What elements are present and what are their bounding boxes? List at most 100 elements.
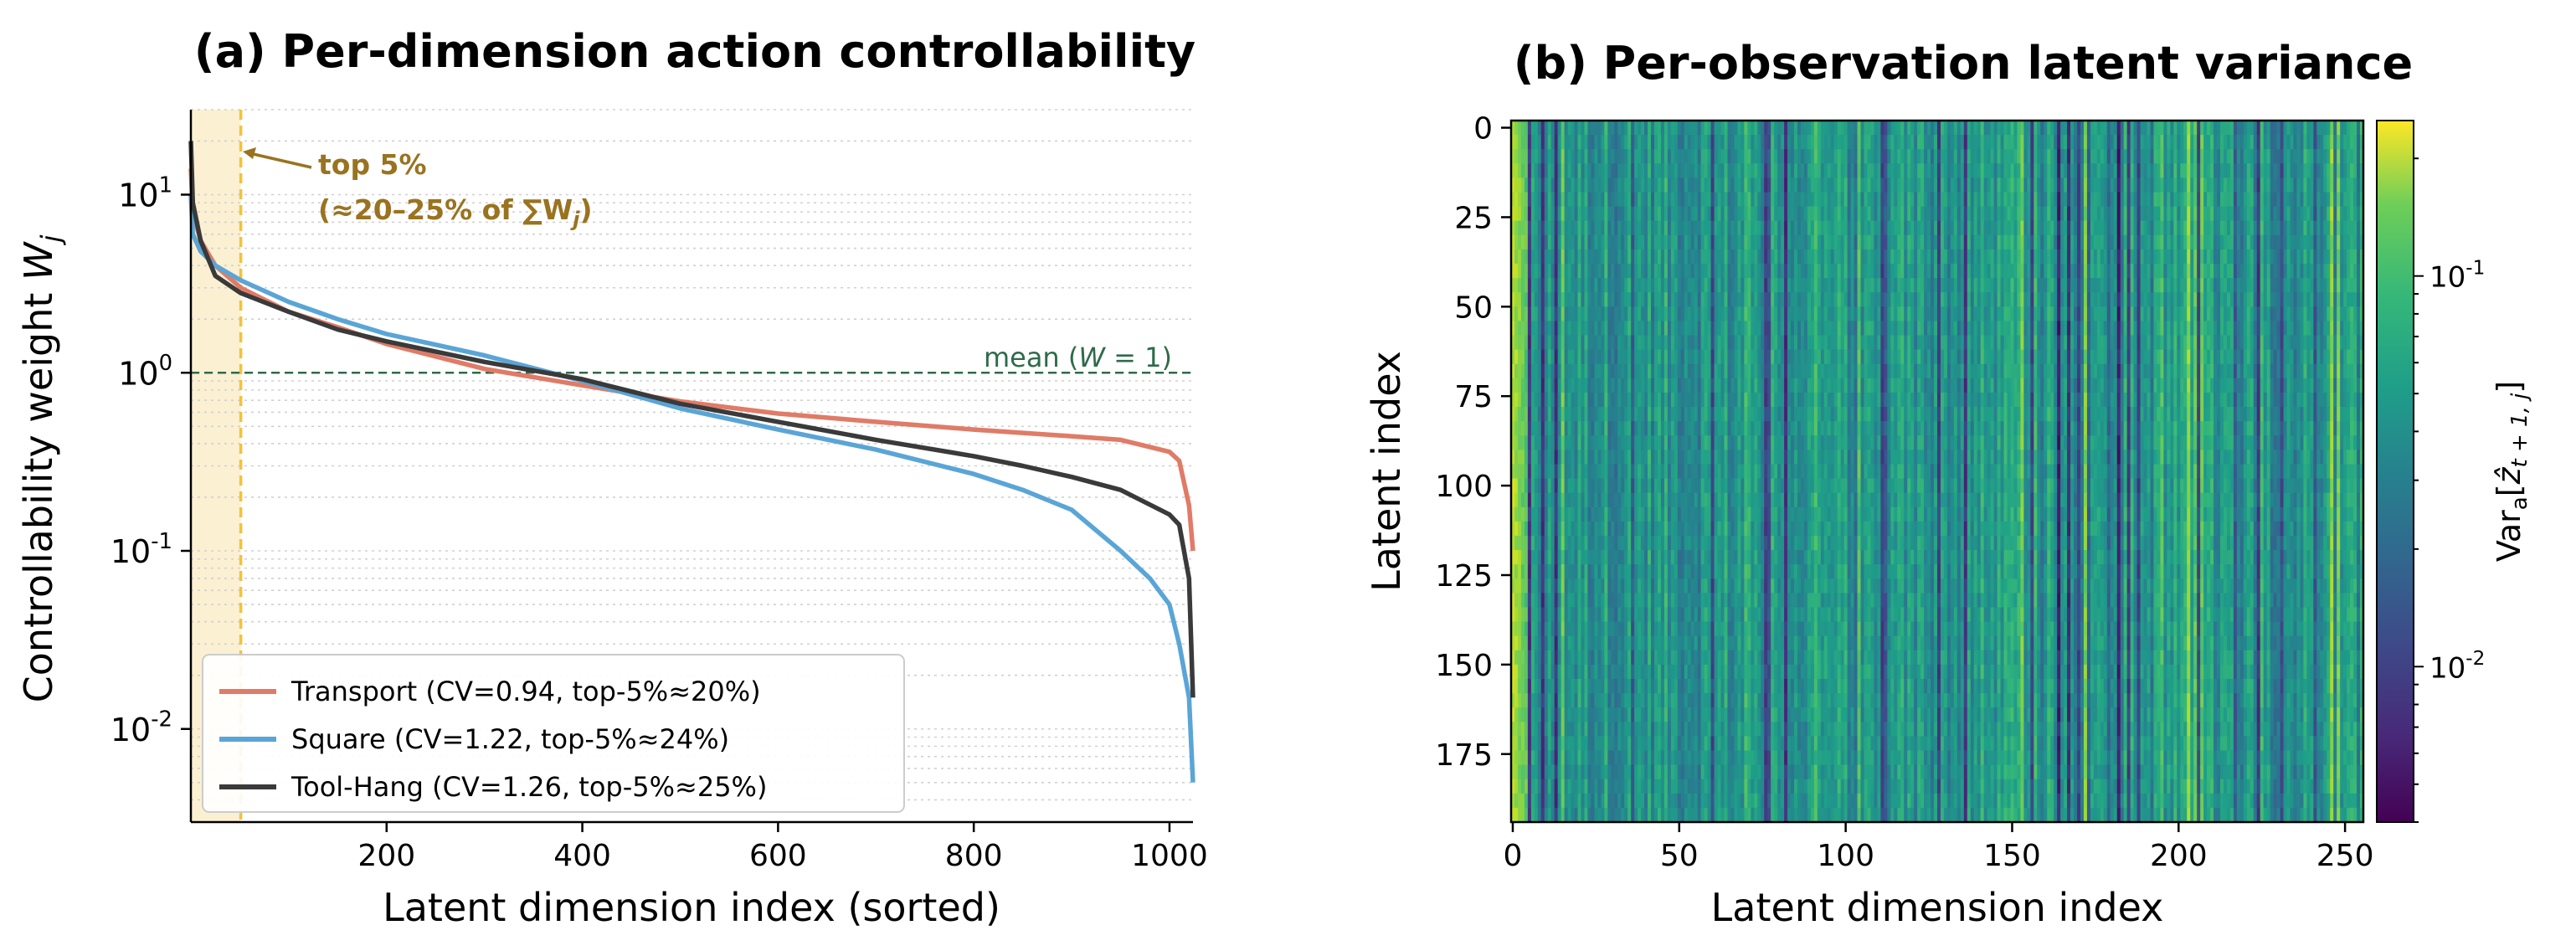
heatmap-cell (1970, 321, 1975, 337)
heatmap-cell (2323, 249, 2327, 265)
heatmap-cell (2296, 349, 2301, 365)
heatmap-cell (1724, 135, 1729, 150)
heatmap-cell (1791, 378, 1795, 393)
heatmap-cell (2193, 220, 2198, 236)
heatmap-cell (1917, 121, 1921, 136)
heatmap-cell (1571, 306, 1576, 322)
heatmap-cell (1820, 121, 1825, 136)
heatmap-cell (1774, 249, 1778, 265)
heatmap-cell (2303, 321, 2307, 337)
heatmap-cell (1663, 306, 1668, 322)
heatmap-cell (1530, 192, 1535, 208)
heatmap-cell (2177, 177, 2181, 193)
heatmap-cell (2013, 163, 2018, 179)
heatmap-cell (2323, 234, 2327, 250)
heatmap-cell (1807, 220, 1812, 236)
heatmap-cell (2243, 234, 2248, 250)
heatmap-cell (1530, 378, 1535, 393)
heatmap-cell (1694, 135, 1699, 150)
heatmap-cell (2353, 335, 2357, 351)
heatmap-cell (2167, 349, 2171, 365)
heatmap-cell (2263, 234, 2268, 250)
heatmap-cell (2286, 206, 2291, 222)
heatmap-cell (2000, 121, 2005, 136)
heatmap-cell (2023, 149, 2028, 164)
heatmap-cell (2260, 220, 2265, 236)
heatmap-cell (2290, 220, 2295, 236)
heatmap-cell (2047, 149, 2051, 164)
heatmap-cell (2316, 363, 2321, 379)
heatmap-cell (2226, 149, 2231, 164)
heatmap-cell (2280, 177, 2285, 193)
heatmap-cell (1807, 163, 1812, 179)
heatmap-cell (2197, 149, 2201, 164)
heatmap-cell (1843, 249, 1848, 265)
heatmap-cell (2077, 321, 2081, 337)
heatmap-cell (2173, 321, 2178, 337)
heatmap-cell (1860, 234, 1865, 250)
heatmap-cell (1800, 321, 1805, 337)
heatmap-cell (2327, 335, 2331, 351)
heatmap-cell (2096, 177, 2101, 193)
heatmap-cell (2316, 177, 2321, 193)
heatmap-cell (1697, 378, 1702, 393)
heatmap-cell (1940, 149, 1945, 164)
heatmap-cell (2316, 349, 2321, 365)
heatmap-cell (1663, 163, 1668, 179)
heatmap-cell (2086, 121, 2091, 136)
heatmap-cell (1864, 292, 1869, 307)
heatmap-cell (2236, 278, 2241, 293)
heatmap-cell (2223, 135, 2228, 150)
heatmap-cell (2064, 292, 2068, 307)
heatmap-cell (1940, 306, 1945, 322)
heatmap-cell (1924, 177, 1928, 193)
heatmap-cell (1660, 121, 1665, 136)
heatmap-cell (2037, 292, 2041, 307)
heatmap-cell (1634, 278, 1638, 293)
heatmap-cell (1567, 392, 1572, 408)
heatmap-cell (1567, 278, 1572, 293)
heatmap-cell (1914, 220, 1918, 236)
heatmap-cell (2253, 249, 2258, 265)
heatmap-cell (2233, 321, 2238, 337)
heatmap-cell (1897, 335, 1901, 351)
heatmap-cell (2357, 135, 2361, 150)
heatmap-cell (1607, 163, 1612, 179)
heatmap-cell (1884, 306, 1888, 322)
heatmap-cell (1823, 163, 1828, 179)
heatmap-cell (1727, 278, 1732, 293)
heatmap-cell (1710, 292, 1715, 307)
heatmap-cell (1710, 121, 1715, 136)
heatmap-cell (1837, 363, 1842, 379)
heatmap-cell (2350, 264, 2354, 279)
heatmap-cell (1833, 135, 1838, 150)
heatmap-cell (2260, 149, 2265, 164)
heatmap-cell (2083, 249, 2088, 265)
heatmap-cell (2044, 335, 2048, 351)
heatmap-cell (2276, 135, 2281, 150)
heatmap-cell (2280, 363, 2285, 379)
heatmap-cell (1514, 349, 1519, 365)
heatmap-cell (2229, 135, 2234, 150)
heatmap-cell (1767, 264, 1771, 279)
heatmap-cell (1904, 234, 1908, 250)
heatmap-cell (2103, 220, 2108, 236)
heatmap-cell (2007, 349, 2012, 365)
heatmap-cell (1660, 135, 1665, 150)
heatmap-cell (1621, 234, 1625, 250)
heatmap-cell (2180, 234, 2184, 250)
heatmap-cell (1624, 234, 1628, 250)
heatmap-cell (2113, 335, 2118, 351)
heatmap-cell (2077, 292, 2081, 307)
heatmap-cell (2290, 135, 2295, 150)
heatmap-cell (1663, 392, 1668, 408)
heatmap-cell (2273, 378, 2278, 393)
heatmap-cell (1611, 249, 1615, 265)
heatmap-cell (2113, 378, 2118, 393)
heatmap-cell (1890, 149, 1895, 164)
heatmap-cell (1747, 278, 1751, 293)
heatmap-cell (1800, 363, 1805, 379)
heatmap-cell (2167, 264, 2171, 279)
heatmap-cell (2150, 177, 2155, 193)
heatmap-cell (1751, 163, 1755, 179)
